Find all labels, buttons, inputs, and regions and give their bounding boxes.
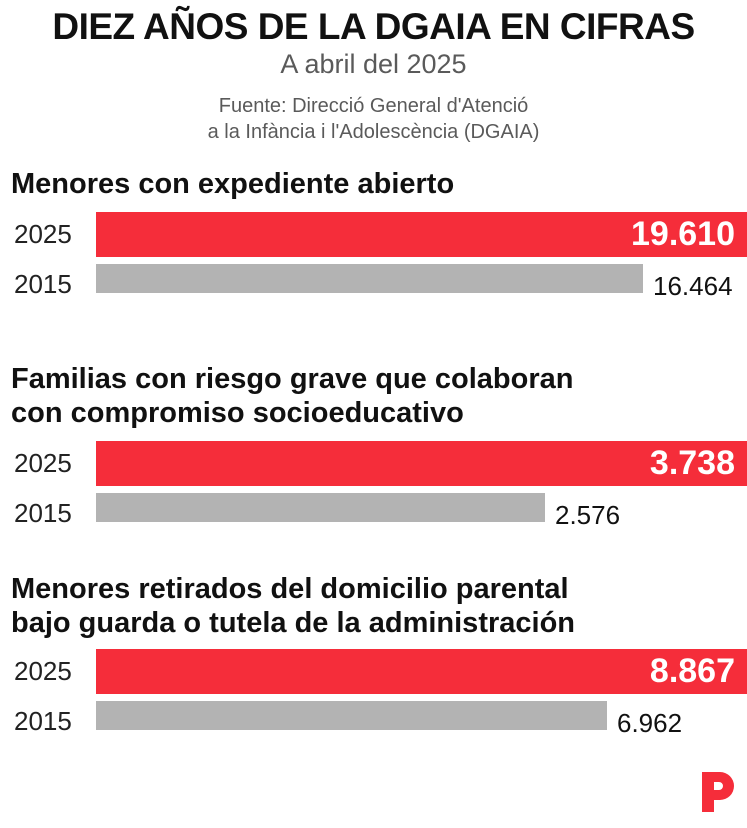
- data-label: 6.962: [617, 708, 683, 738]
- bar-2025: 3.738: [96, 441, 747, 486]
- source-line-2: a la Infància i l'Adolescència (DGAIA): [207, 121, 540, 143]
- bar-row-2015: 2015 16.464: [0, 262, 747, 306]
- bar-row-2015: 2015 6.962: [0, 699, 747, 743]
- bar-2015: [96, 701, 607, 730]
- data-label: 8.867: [649, 652, 735, 690]
- category-label: 2025: [14, 219, 72, 249]
- category-label: 2015: [14, 706, 72, 736]
- bar-2015: [96, 493, 545, 522]
- bar-row-2025: 2025 19.610: [0, 212, 747, 257]
- bar-row-2025: 2025 8.867: [0, 649, 747, 694]
- section-title-line: bajo guarda o tutela de la administració…: [11, 607, 575, 639]
- category-label: 2015: [14, 269, 72, 299]
- category-label: 2025: [14, 448, 72, 478]
- bar-2015: [96, 264, 643, 293]
- bar-2025: 19.610: [96, 212, 747, 257]
- data-label: 3.738: [649, 444, 735, 482]
- data-label: 19.610: [631, 215, 735, 253]
- section-title: Menores con expediente abierto: [11, 167, 454, 201]
- publisher-logo-icon: [702, 772, 734, 812]
- source-line-1: Fuente: Direcció General d'Atenció: [218, 95, 529, 117]
- category-label: 2025: [14, 656, 72, 686]
- section-title-line: Familias con riesgo grave que colaboran: [11, 363, 574, 395]
- bar-row-2025: 2025 3.738: [0, 441, 747, 486]
- category-label: 2015: [14, 498, 72, 528]
- section-title-line: con compromiso socioeducativo: [11, 397, 464, 429]
- data-label: 16.464: [653, 271, 733, 301]
- section-title-line: Menores con expediente abierto: [11, 168, 455, 200]
- bar-row-2015: 2015 2.576: [0, 491, 747, 535]
- chart-title: DIEZ AÑOS DE LA DGAIA EN CIFRAS: [52, 6, 695, 47]
- section-title-line: Menores retirados del domicilio parental: [11, 573, 569, 605]
- section-title: Menores retirados del domicilio parental…: [11, 572, 575, 640]
- data-label: 2.576: [555, 500, 621, 530]
- section-title: Familias con riesgo grave que colaboran c…: [11, 362, 573, 430]
- chart-subtitle: A abril del 2025: [280, 49, 467, 79]
- source-note: Fuente: Direcció General d'Atenció a la …: [0, 93, 747, 145]
- bar-2025: 8.867: [96, 649, 747, 694]
